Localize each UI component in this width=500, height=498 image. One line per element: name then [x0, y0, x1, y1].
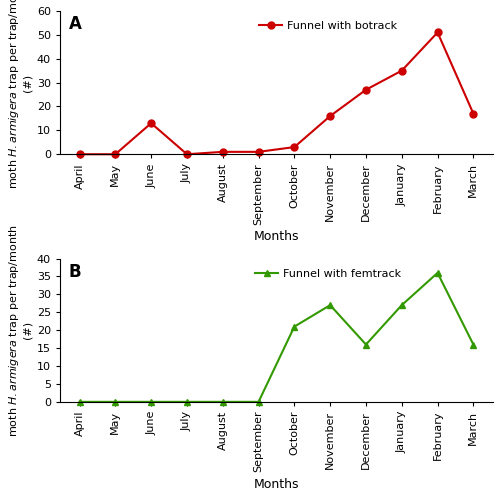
Funnel with botrack: [76, 151, 82, 157]
Funnel with botrack: [220, 149, 226, 155]
Funnel with femtrack: [148, 399, 154, 405]
Funnel with botrack: [184, 151, 190, 157]
Funnel with botrack: [363, 87, 369, 93]
Funnel with femtrack: [76, 399, 82, 405]
Text: B: B: [68, 263, 81, 281]
Line: Funnel with femtrack: Funnel with femtrack: [76, 269, 477, 405]
Funnel with botrack: [434, 29, 440, 35]
Funnel with femtrack: [363, 342, 369, 348]
Funnel with femtrack: [399, 302, 405, 308]
Funnel with femtrack: [327, 302, 333, 308]
Legend: Funnel with botrack: Funnel with botrack: [255, 16, 402, 35]
Funnel with femtrack: [434, 270, 440, 276]
Funnel with botrack: [327, 113, 333, 119]
Line: Funnel with botrack: Funnel with botrack: [76, 29, 477, 158]
Text: A: A: [68, 15, 82, 33]
Funnel with femtrack: [470, 342, 476, 348]
Legend: Funnel with femtrack: Funnel with femtrack: [251, 264, 406, 283]
Funnel with botrack: [399, 68, 405, 74]
Funnel with femtrack: [220, 399, 226, 405]
Funnel with botrack: [112, 151, 118, 157]
Funnel with femtrack: [184, 399, 190, 405]
X-axis label: Months: Months: [254, 478, 299, 491]
Funnel with botrack: [292, 144, 298, 150]
Y-axis label: moth $\mathit{H. armigera}$ trap per trap/month
(#): moth $\mathit{H. armigera}$ trap per tra…: [7, 224, 32, 437]
Funnel with femtrack: [256, 399, 262, 405]
Funnel with femtrack: [292, 324, 298, 330]
Y-axis label: moth $\mathit{H. armigera}$ trap per trap/month
(#): moth $\mathit{H. armigera}$ trap per tra…: [7, 0, 32, 189]
Funnel with botrack: [256, 149, 262, 155]
Funnel with botrack: [470, 111, 476, 117]
Funnel with botrack: [148, 120, 154, 126]
X-axis label: Months: Months: [254, 231, 299, 244]
Funnel with femtrack: [112, 399, 118, 405]
